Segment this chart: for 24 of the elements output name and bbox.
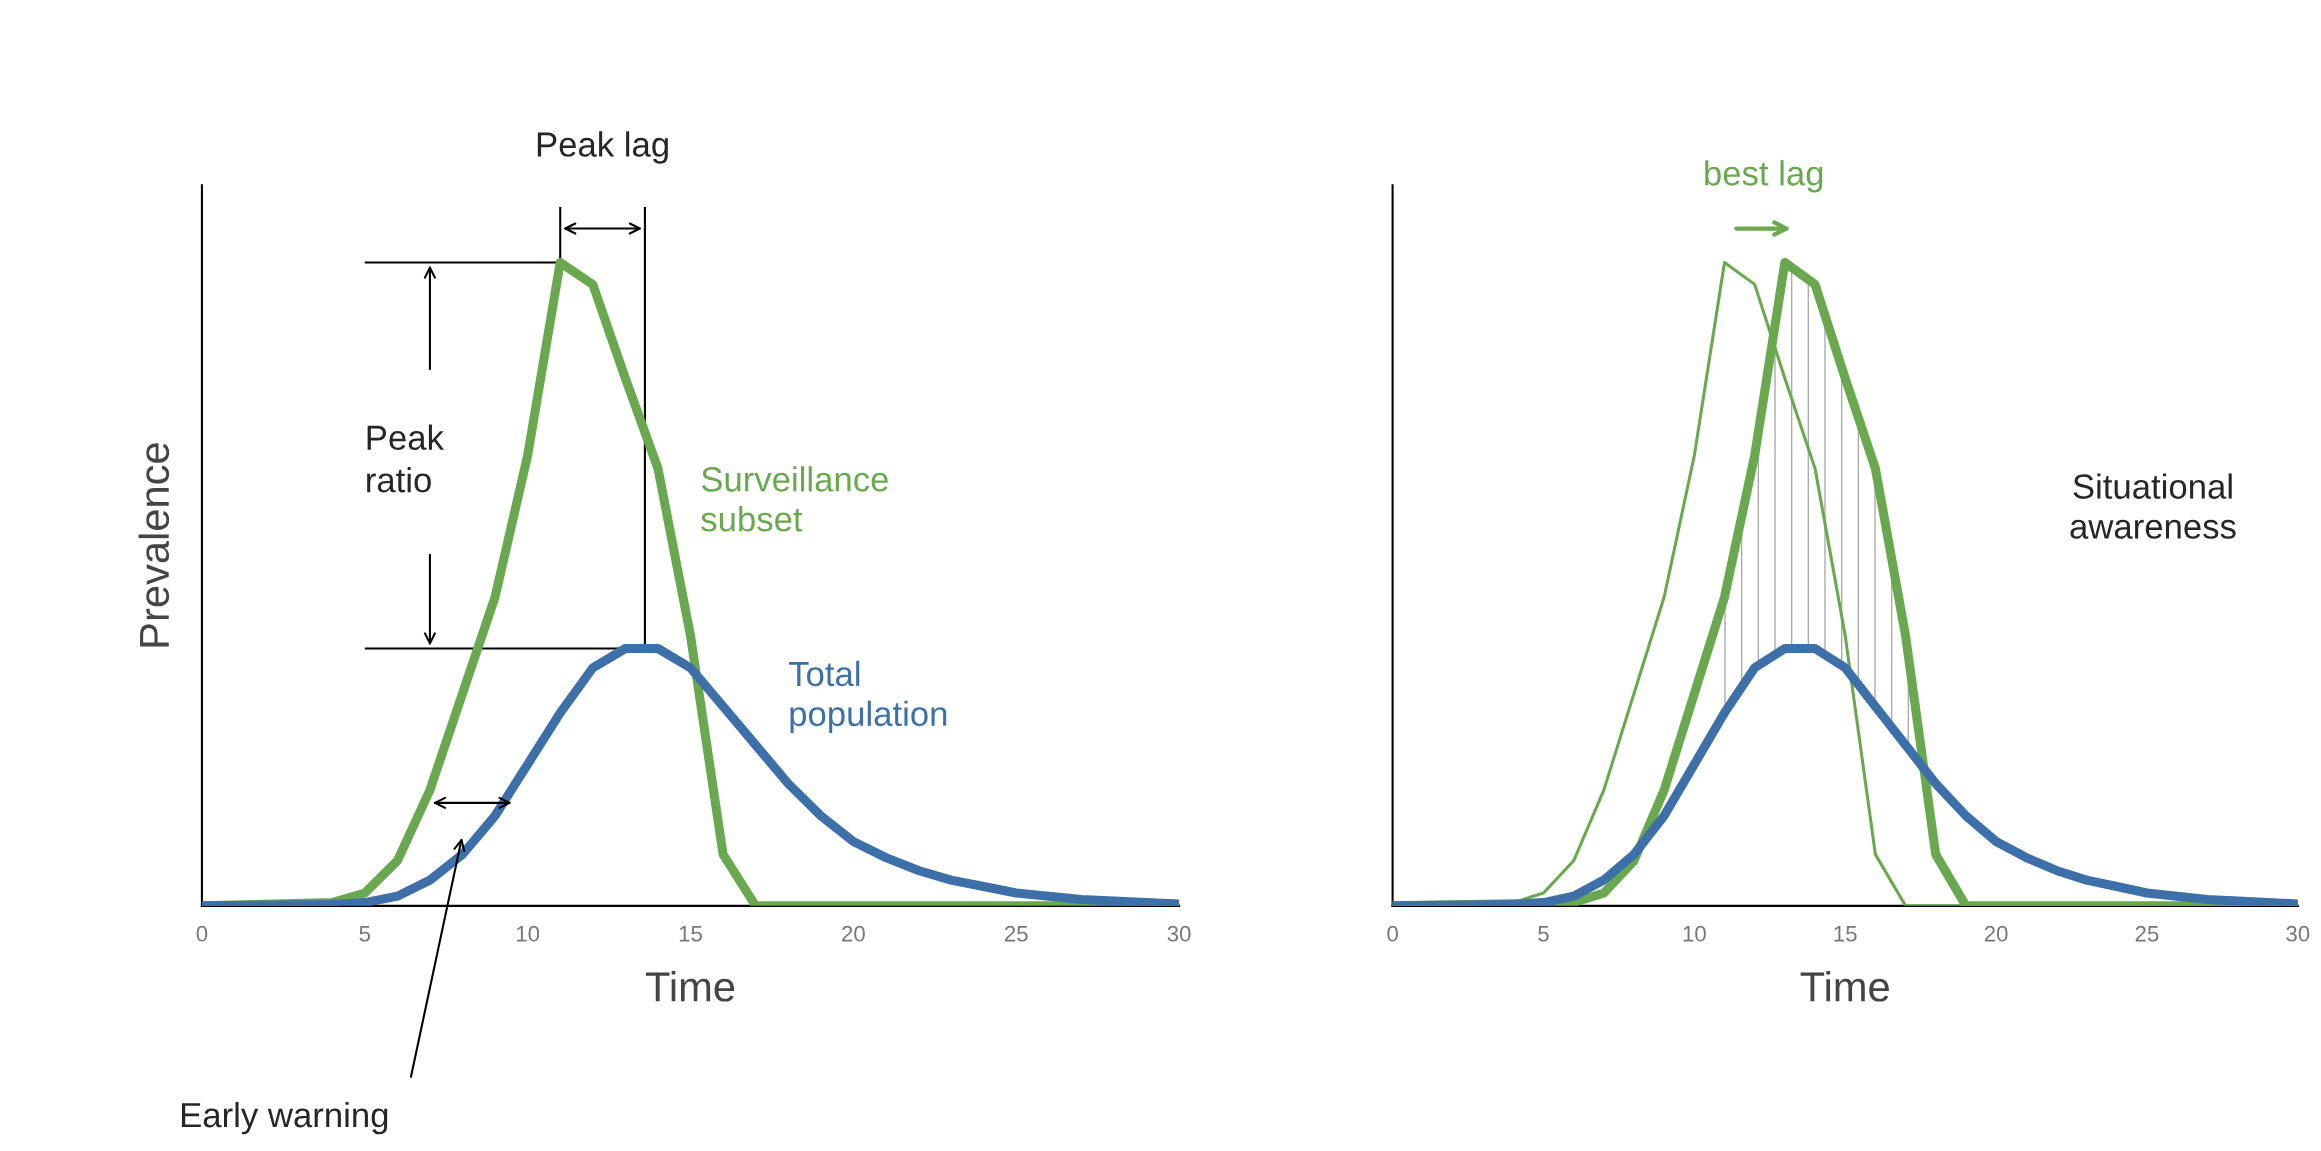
x-tick-label: 15 — [679, 926, 702, 942]
series-label: Surveillance subset — [701, 466, 888, 532]
annotation: Situational awareness — [2070, 473, 2236, 539]
x-tick-label: 20 — [1984, 925, 2008, 942]
x-axis-title: Time — [645, 971, 735, 1002]
text: Early warning — [181, 1101, 388, 1135]
x-tick-label: 10 — [516, 925, 540, 942]
x-tick-label: 5 — [359, 926, 371, 942]
annotation: Peak ratio — [367, 424, 444, 493]
x-axis-title: Time — [1800, 971, 1889, 1002]
series-label: Total population — [788, 660, 947, 734]
text: Peak lag — [537, 131, 668, 164]
x-tick-label: 0 — [196, 925, 208, 942]
x-tick-label: 20 — [842, 925, 865, 942]
x-tick-label: 15 — [1834, 926, 1857, 942]
y-axis-title: Prevalence — [138, 443, 170, 647]
x-tick-label: 25 — [2135, 925, 2159, 942]
text: best lag — [1705, 160, 1823, 193]
x-tick-label: 25 — [1004, 925, 1028, 942]
x-tick-label: 10 — [1683, 925, 1706, 942]
x-tick-label: 30 — [2286, 925, 2310, 942]
x-tick-label: 30 — [1167, 925, 1191, 942]
x-tick-label: 0 — [1387, 925, 1398, 942]
x-tick-label: 5 — [1538, 926, 1549, 942]
